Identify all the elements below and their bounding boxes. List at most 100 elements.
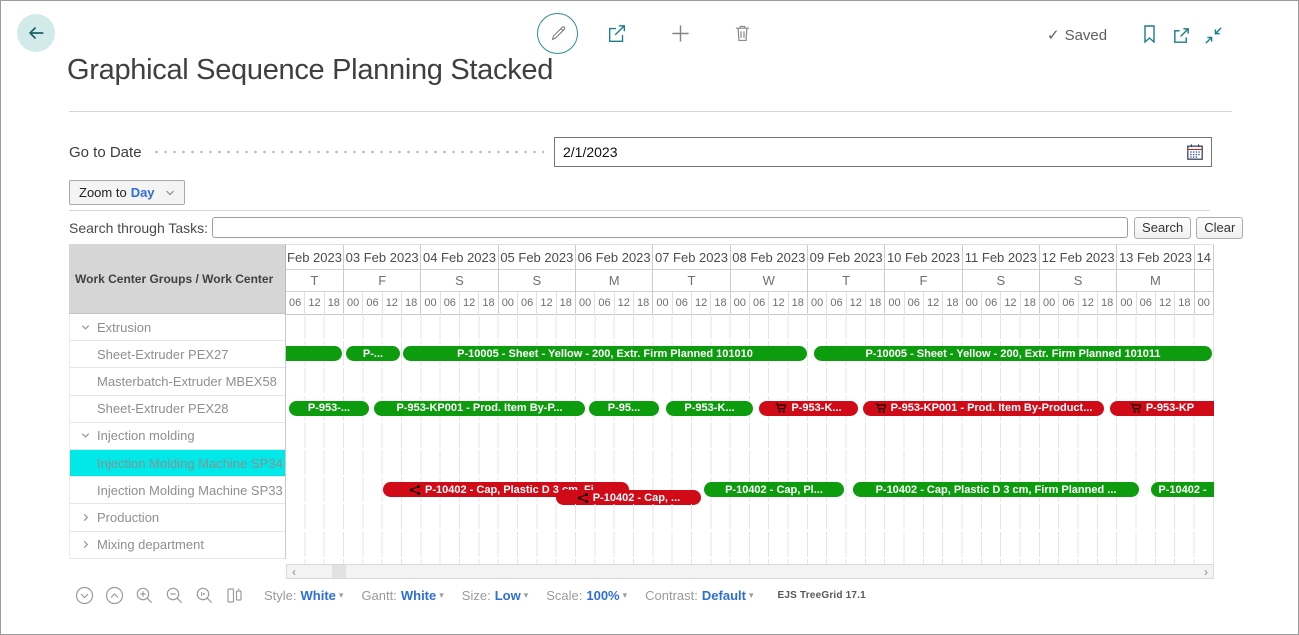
gantt-task-bar[interactable]: P-10402 - Cap, Plastic D 3 cm, Firm Plan… — [853, 482, 1139, 498]
timeline-day: 08 Feb 2023 W 00 06 12 18 — [730, 245, 808, 315]
goto-date-input[interactable] — [555, 144, 1163, 160]
circle-chevron-up-icon[interactable] — [105, 586, 124, 605]
calendar-icon[interactable] — [1186, 143, 1204, 166]
edit-button[interactable] — [537, 13, 578, 54]
zoom-out-icon[interactable] — [165, 586, 184, 605]
gantt-task-bar[interactable]: P-953-K... — [759, 400, 858, 416]
zoom-in-icon[interactable] — [135, 586, 154, 605]
size-dropdown[interactable]: Size: Low ▾ — [462, 588, 528, 603]
timeline-hours-row: 06 12 18 — [286, 292, 343, 315]
caret-down-icon: ▾ — [748, 589, 754, 600]
gantt-task-bar[interactable]: P-10402 - Cap, Pl... — [704, 482, 844, 498]
timeline-hour-cell: 12 — [692, 292, 712, 314]
gantt-row — [286, 422, 1213, 450]
gantt-task-bar[interactable] — [286, 346, 342, 362]
timeline-weekday-label: M — [575, 270, 653, 292]
task-search-input[interactable] — [212, 217, 1129, 238]
work-center-row[interactable]: Sheet-Extruder PEX28 — [70, 395, 285, 423]
chevron-right-icon[interactable] — [80, 512, 91, 523]
search-button[interactable]: Search — [1134, 216, 1192, 239]
horizontal-scrollbar[interactable]: ‹ › — [286, 564, 1214, 579]
gantt-style-dropdown[interactable]: Gantt: White ▾ — [361, 588, 443, 603]
timeline-hours-row: 00 06 12 18 — [1039, 292, 1117, 315]
bookmark-icon — [1141, 24, 1158, 44]
pencil-icon — [548, 24, 568, 44]
gantt-task-bar[interactable]: P-10402 - — [1151, 482, 1214, 498]
contrast-label: Contrast: — [645, 587, 698, 603]
work-center-row[interactable]: Injection molding — [70, 422, 285, 450]
scale-dropdown[interactable]: Scale: 100% ▾ — [546, 588, 627, 603]
timeline-hour-cell: 06 — [1137, 292, 1156, 314]
work-center-row[interactable]: Extrusion — [70, 314, 285, 342]
goto-date-fieldbox — [554, 137, 1212, 167]
timeline-hours-row: 00 06 12 18 — [575, 292, 653, 315]
gantt-grid: Work Center Groups / Work Center Feb 202… — [69, 244, 1215, 580]
gantt-task-bar[interactable]: P-10005 - Sheet - Yellow - 200, Extr. Fi… — [814, 346, 1212, 362]
gantt-task-bar[interactable]: P-953-K... — [666, 400, 753, 416]
work-center-row[interactable]: Sheet-Extruder PEX27 — [70, 341, 285, 369]
zoom-to-dropdown[interactable]: Zoom to Day — [69, 180, 185, 205]
scrollbar-thumb[interactable] — [332, 565, 346, 578]
bookmark-button[interactable] — [1141, 24, 1158, 44]
task-label: P-10402 - Cap, Pl... — [725, 483, 823, 496]
zoom-reset-icon[interactable] — [195, 586, 214, 605]
task-label: P-... — [362, 347, 384, 360]
scroll-left-arrow[interactable]: ‹ — [292, 564, 296, 579]
timeline-date-label: 05 Feb 2023 — [498, 245, 575, 270]
timeline-hour-cell: 12 — [1156, 292, 1176, 314]
work-center-row[interactable]: Mixing department — [70, 531, 285, 559]
gantt-row — [286, 531, 1213, 559]
share-button[interactable] — [606, 23, 628, 45]
timeline-hour-cell: 12 — [383, 292, 402, 314]
gantt-row: P-953-... P-953-KP001 - Prod. Item By-P..… — [286, 395, 1214, 423]
chevron-down-icon[interactable] — [80, 322, 91, 333]
circle-chevron-down-icon[interactable] — [75, 586, 94, 605]
add-button[interactable] — [669, 22, 692, 45]
clear-button[interactable]: Clear — [1196, 216, 1244, 239]
gantt-task-bar[interactable]: P-953-KP001 - Prod. Item By-Product... — [863, 400, 1104, 416]
timeline-day: Feb 2023 T 06 12 18 — [286, 245, 344, 315]
task-search-row: Search through Tasks: Search Clear — [69, 216, 1244, 239]
timeline-date-label: 10 Feb 2023 — [885, 245, 962, 270]
split-view-icon[interactable] — [225, 586, 244, 605]
timeline-day: 05 Feb 2023 S 00 06 12 18 — [498, 245, 576, 315]
work-center-row[interactable]: Injection Molding Machine SP34 — [70, 449, 285, 478]
linked-structure-icon — [409, 484, 421, 496]
timeline-hours-row: 00 06 12 18 — [1117, 292, 1194, 315]
gantt-task-bar[interactable]: P-10402 - Cap, ... — [556, 490, 701, 506]
style-dropdown[interactable]: Style: White ▾ — [264, 588, 343, 603]
timeline-hour-cell: 12 — [460, 292, 480, 314]
gantt-task-bar[interactable]: P-953-KP — [1110, 400, 1214, 416]
back-button[interactable] — [17, 14, 55, 52]
timeline-hour-cell: 12 — [537, 292, 557, 314]
section-divider — [69, 210, 1210, 211]
timeline-weekday-label: S — [1039, 270, 1117, 292]
collapse-button[interactable] — [1204, 26, 1223, 45]
work-center-row[interactable]: Production — [70, 504, 285, 532]
open-in-new-window-button[interactable] — [1172, 26, 1191, 45]
timeline-hour-cell: 12 — [924, 292, 944, 314]
chevron-down-icon[interactable] — [80, 430, 91, 441]
chevron-right-icon[interactable] — [80, 539, 91, 550]
gantt-task-bar[interactable]: P-... — [346, 346, 400, 362]
timeline-hour-cell: 12 — [1079, 292, 1098, 314]
timeline-hours-row: 00 06 12 18 — [962, 292, 1039, 315]
gantt-task-bar[interactable]: P-95... — [589, 400, 659, 416]
work-center-label: Extrusion — [97, 319, 152, 335]
timeline-hour-cell: 00 — [885, 292, 905, 314]
work-center-row[interactable]: Masterbatch-Extruder MBEX58 — [70, 368, 285, 396]
timeline-hour-cell: 00 — [808, 292, 828, 314]
contrast-dropdown[interactable]: Contrast: Default ▾ — [645, 588, 753, 603]
trash-icon — [732, 22, 753, 44]
timeline-day: 07 Feb 2023 T 00 06 12 18 — [653, 245, 731, 315]
timeline-date-label: 03 Feb 2023 — [344, 245, 421, 270]
gantt-task-bar[interactable]: P-10005 - Sheet - Yellow - 200, Extr. Fi… — [403, 346, 807, 362]
work-center-row[interactable]: Injection Molding Machine SP33 — [70, 477, 285, 505]
task-label: P-953-K... — [791, 402, 842, 415]
gantt-task-bar[interactable]: P-953-KP001 - Prod. Item By-P... — [374, 400, 585, 416]
scroll-right-arrow[interactable]: › — [1204, 564, 1208, 579]
gantt-row — [286, 314, 1213, 342]
gantt-style-value: White — [400, 587, 437, 603]
gantt-task-bar[interactable]: P-953-... — [289, 400, 369, 416]
delete-button[interactable] — [732, 22, 753, 44]
